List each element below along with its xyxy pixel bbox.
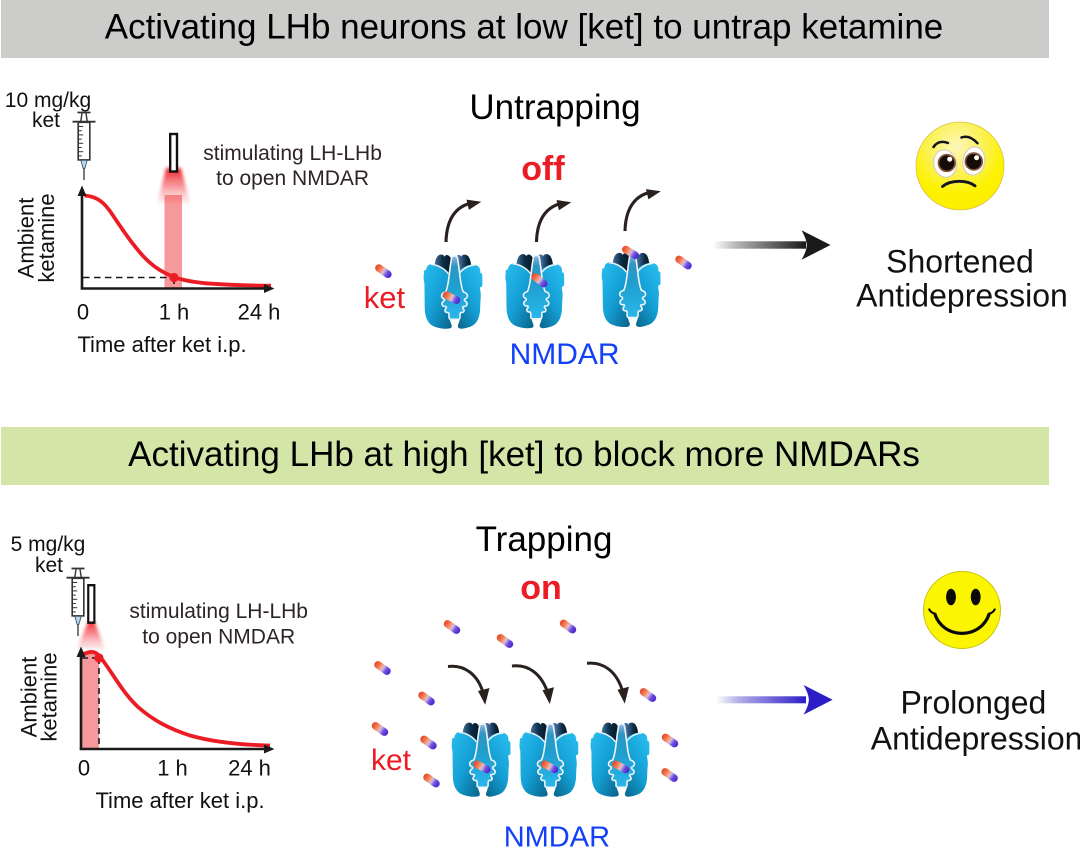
svg-text:ketamine: ketamine bbox=[34, 193, 59, 282]
svg-text:24 h: 24 h bbox=[228, 756, 271, 781]
svg-text:24 h: 24 h bbox=[238, 300, 281, 325]
svg-text:NMDAR: NMDAR bbox=[504, 822, 610, 854]
svg-text:10 mg/kg: 10 mg/kg bbox=[5, 89, 91, 112]
svg-text:ket: ket bbox=[32, 109, 60, 132]
svg-text:ket: ket bbox=[364, 280, 406, 315]
svg-text:Shortened: Shortened bbox=[886, 243, 1034, 279]
svg-text:Prolonged: Prolonged bbox=[900, 685, 1046, 721]
svg-text:Antidepression: Antidepression bbox=[856, 278, 1068, 314]
svg-text:0: 0 bbox=[77, 300, 89, 325]
svg-text:stimulating LH-LHb: stimulating LH-LHb bbox=[129, 600, 308, 623]
svg-text:Ambient: Ambient bbox=[17, 657, 42, 738]
svg-text:ket: ket bbox=[35, 554, 63, 577]
svg-text:1 h: 1 h bbox=[159, 300, 190, 325]
svg-text:Ambient: Ambient bbox=[14, 198, 39, 279]
svg-text:Time after ket i.p.: Time after ket i.p. bbox=[95, 788, 264, 813]
svg-text:5 mg/kg: 5 mg/kg bbox=[11, 533, 86, 556]
svg-text:1 h: 1 h bbox=[157, 756, 188, 781]
svg-text:on: on bbox=[520, 569, 562, 607]
svg-text:ket: ket bbox=[371, 744, 412, 777]
svg-text:Trapping: Trapping bbox=[476, 520, 613, 559]
svg-text:stimulating LH-LHb: stimulating LH-LHb bbox=[203, 142, 382, 165]
svg-text:Activating LHb neurons at low: Activating LHb neurons at low [ket] to u… bbox=[105, 7, 944, 46]
svg-text:Activating LHb at high [ket] t: Activating LHb at high [ket] to block mo… bbox=[128, 435, 920, 474]
svg-text:NMDAR: NMDAR bbox=[510, 338, 620, 371]
svg-text:to open NMDAR: to open NMDAR bbox=[216, 167, 369, 190]
svg-text:to open NMDAR: to open NMDAR bbox=[142, 626, 295, 649]
svg-text:off: off bbox=[521, 150, 565, 188]
svg-text:Untrapping: Untrapping bbox=[469, 88, 640, 127]
svg-text:Antidepression: Antidepression bbox=[871, 721, 1080, 757]
svg-text:0: 0 bbox=[78, 756, 90, 781]
svg-text:ketamine: ketamine bbox=[37, 652, 62, 741]
svg-text:Time after ket i.p.: Time after ket i.p. bbox=[77, 332, 246, 357]
